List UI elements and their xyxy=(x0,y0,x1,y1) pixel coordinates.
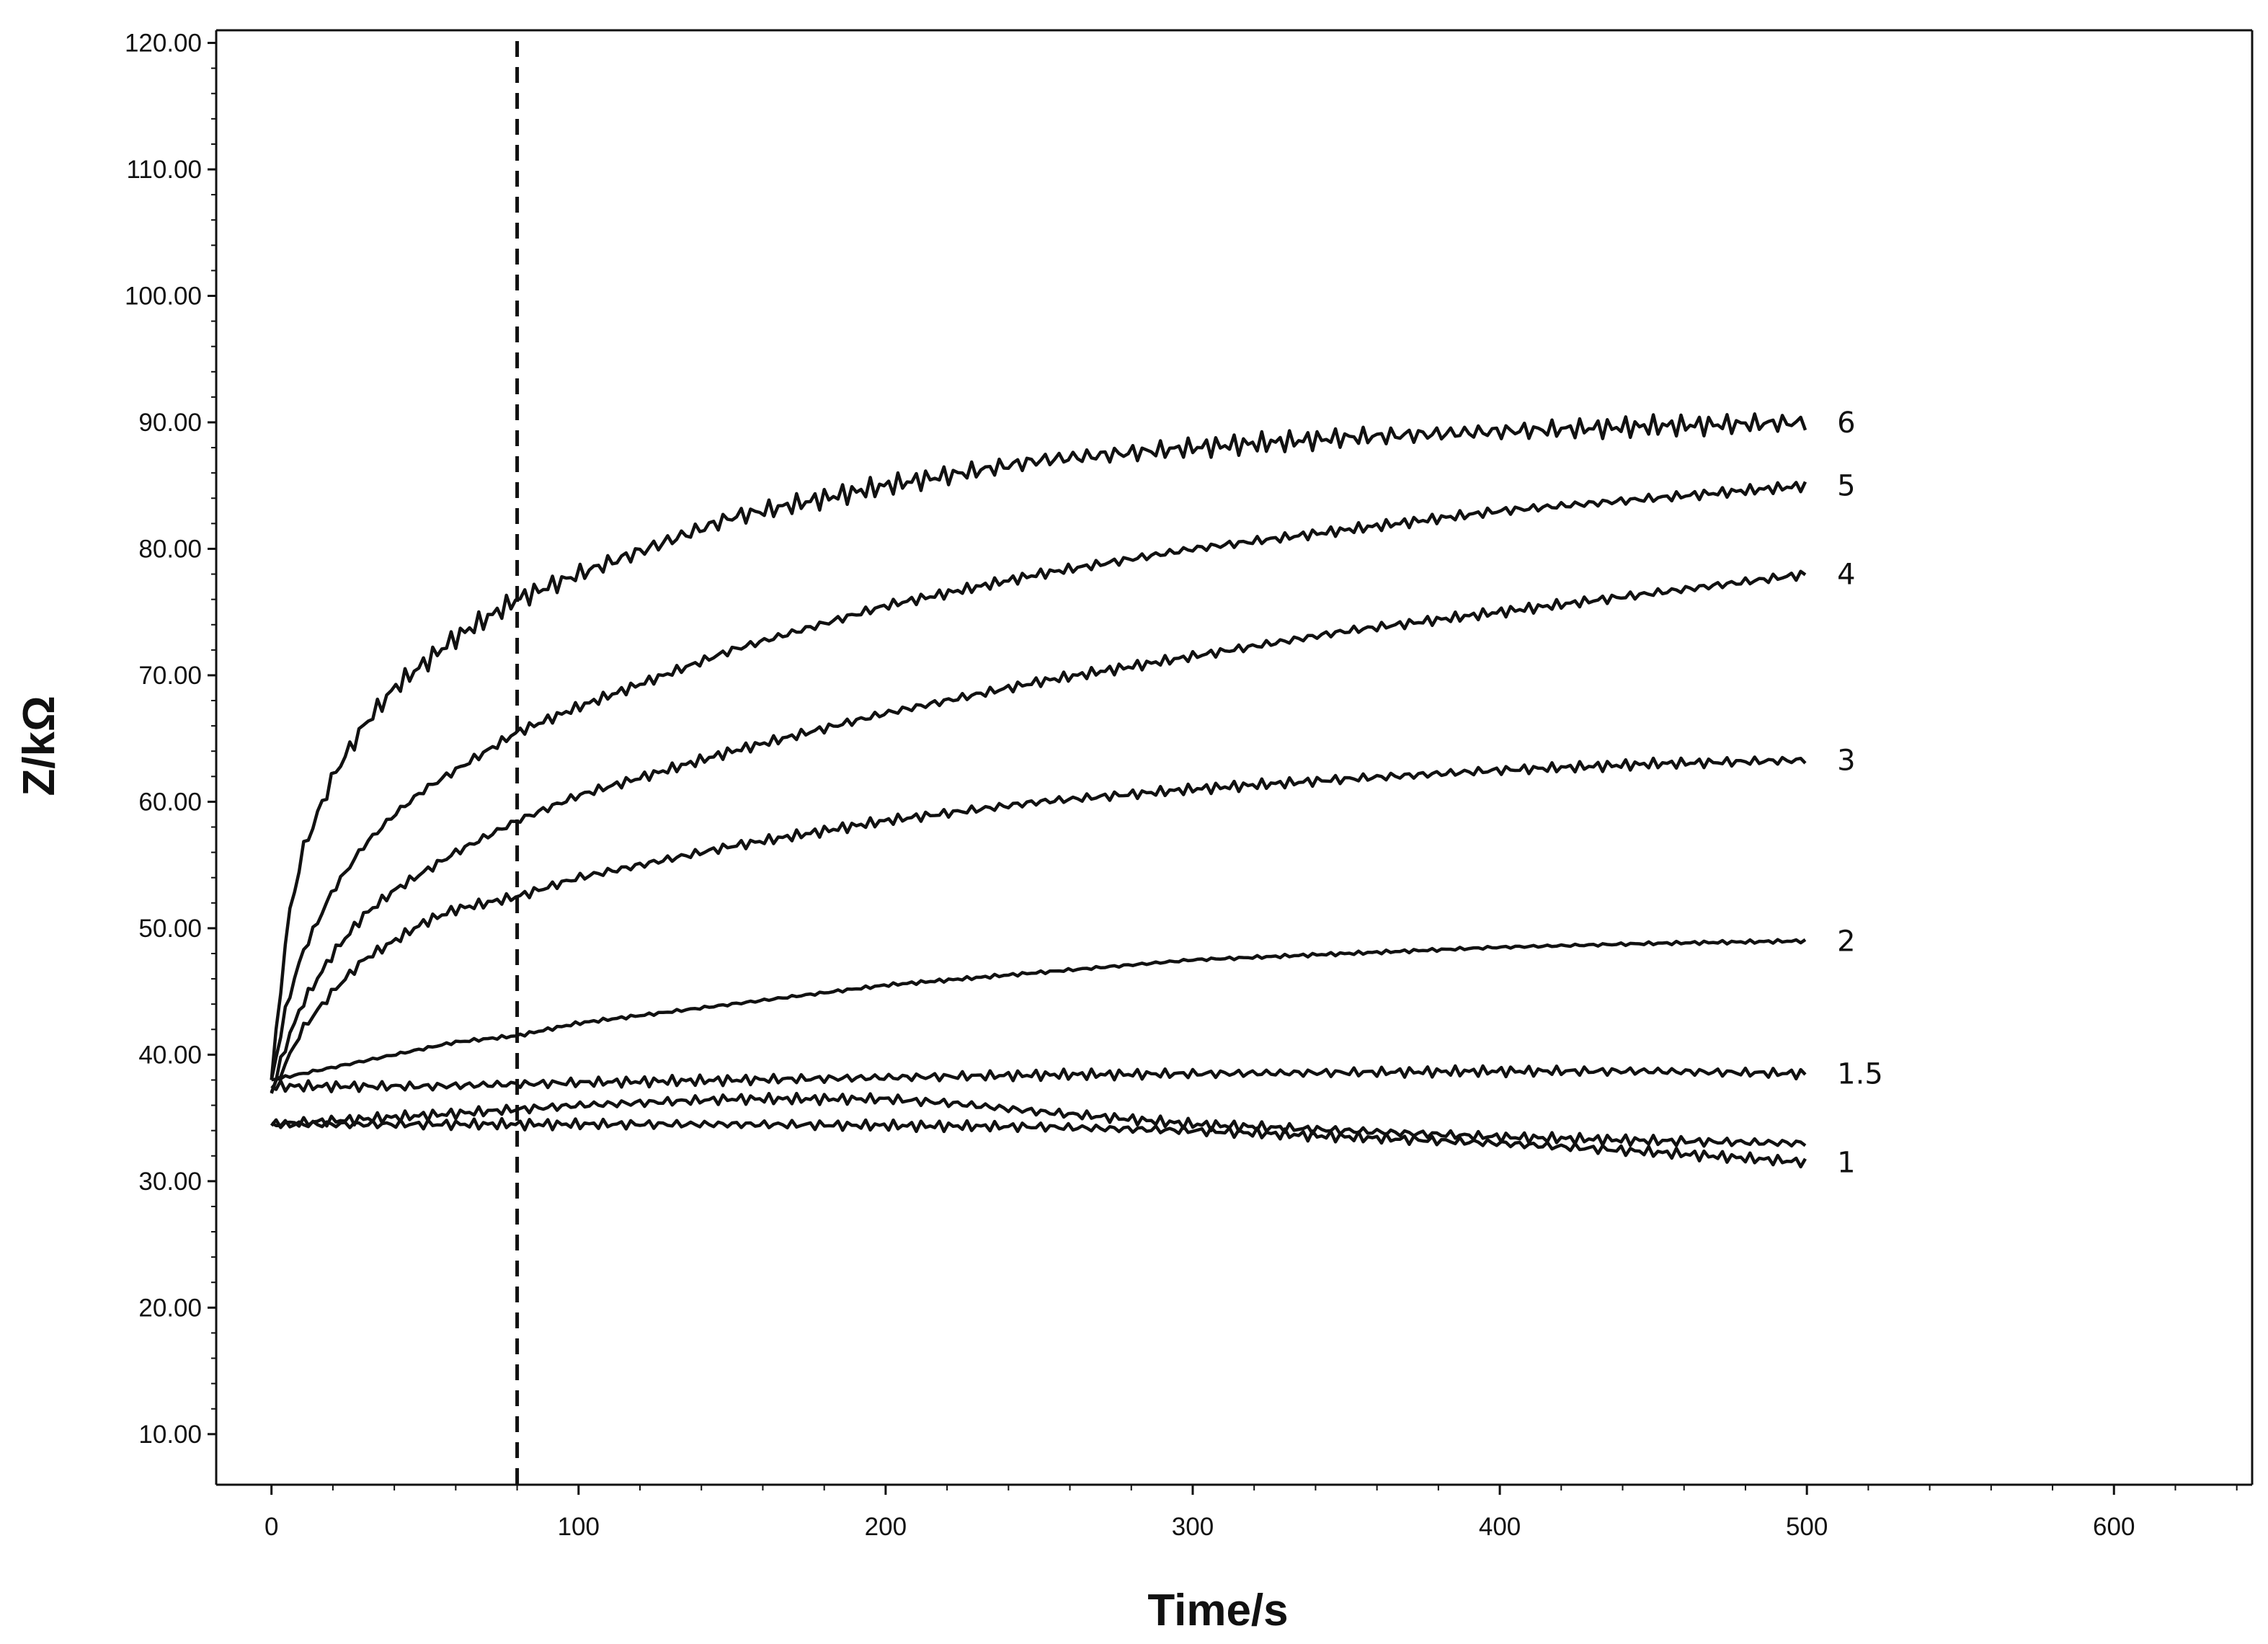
series-label: 2 xyxy=(1837,925,1855,958)
y-tick-label: 120.00 xyxy=(125,30,202,58)
y-tick-label: 50.00 xyxy=(138,915,202,943)
y-axis-title: Z/kΩ xyxy=(14,696,64,796)
x-tick-label: 200 xyxy=(865,1513,907,1541)
y-tick-label: 10.00 xyxy=(138,1421,202,1449)
x-axis-ticks: 0 100 200 300 400 500 600 xyxy=(264,1485,2238,1541)
series-label: 6 xyxy=(1837,406,1855,440)
series-line xyxy=(271,938,1807,1082)
y-tick-label: 20.00 xyxy=(138,1294,202,1322)
y-axis-ticks: 10.00 20.00 30.00 40.00 50.00 60.00 70.00 80.00… xyxy=(125,30,216,1449)
y-tick-label: 80.00 xyxy=(138,535,202,563)
series-line xyxy=(270,569,1807,1093)
y-tick-label: 100.00 xyxy=(125,283,202,311)
series-line xyxy=(270,481,1807,1080)
series-line xyxy=(270,412,1807,1080)
x-tick-label: 400 xyxy=(1479,1513,1521,1541)
series-label: 3 xyxy=(1837,745,1855,778)
y-tick-label: 90.00 xyxy=(138,409,202,437)
series-line xyxy=(270,755,1807,1094)
x-tick-label: 500 xyxy=(1786,1513,1828,1541)
x-tick-label: 100 xyxy=(558,1513,600,1541)
series-line xyxy=(270,1091,1807,1148)
x-tick-label: 300 xyxy=(1172,1513,1214,1541)
y-tick-label: 60.00 xyxy=(138,788,202,816)
y-tick-label: 110.00 xyxy=(127,156,202,184)
series-label: 1.5 xyxy=(1837,1058,1883,1091)
series-label: 5 xyxy=(1837,470,1855,503)
series-labels: 6 5 4 3 2 1.5 1 xyxy=(1837,406,1883,1180)
series-label: 4 xyxy=(1837,559,1855,592)
series-line xyxy=(270,1064,1807,1093)
series-label: 1 xyxy=(1837,1147,1855,1180)
y-tick-label: 40.00 xyxy=(138,1041,202,1069)
x-tick-label: 600 xyxy=(2093,1513,2135,1541)
x-axis-title: Time/s xyxy=(1147,1586,1288,1635)
series-lines xyxy=(270,412,1807,1169)
y-tick-label: 70.00 xyxy=(138,662,202,690)
x-tick-label: 0 xyxy=(264,1513,278,1541)
series-line xyxy=(270,1116,1807,1169)
y-tick-label: 30.00 xyxy=(138,1168,202,1196)
